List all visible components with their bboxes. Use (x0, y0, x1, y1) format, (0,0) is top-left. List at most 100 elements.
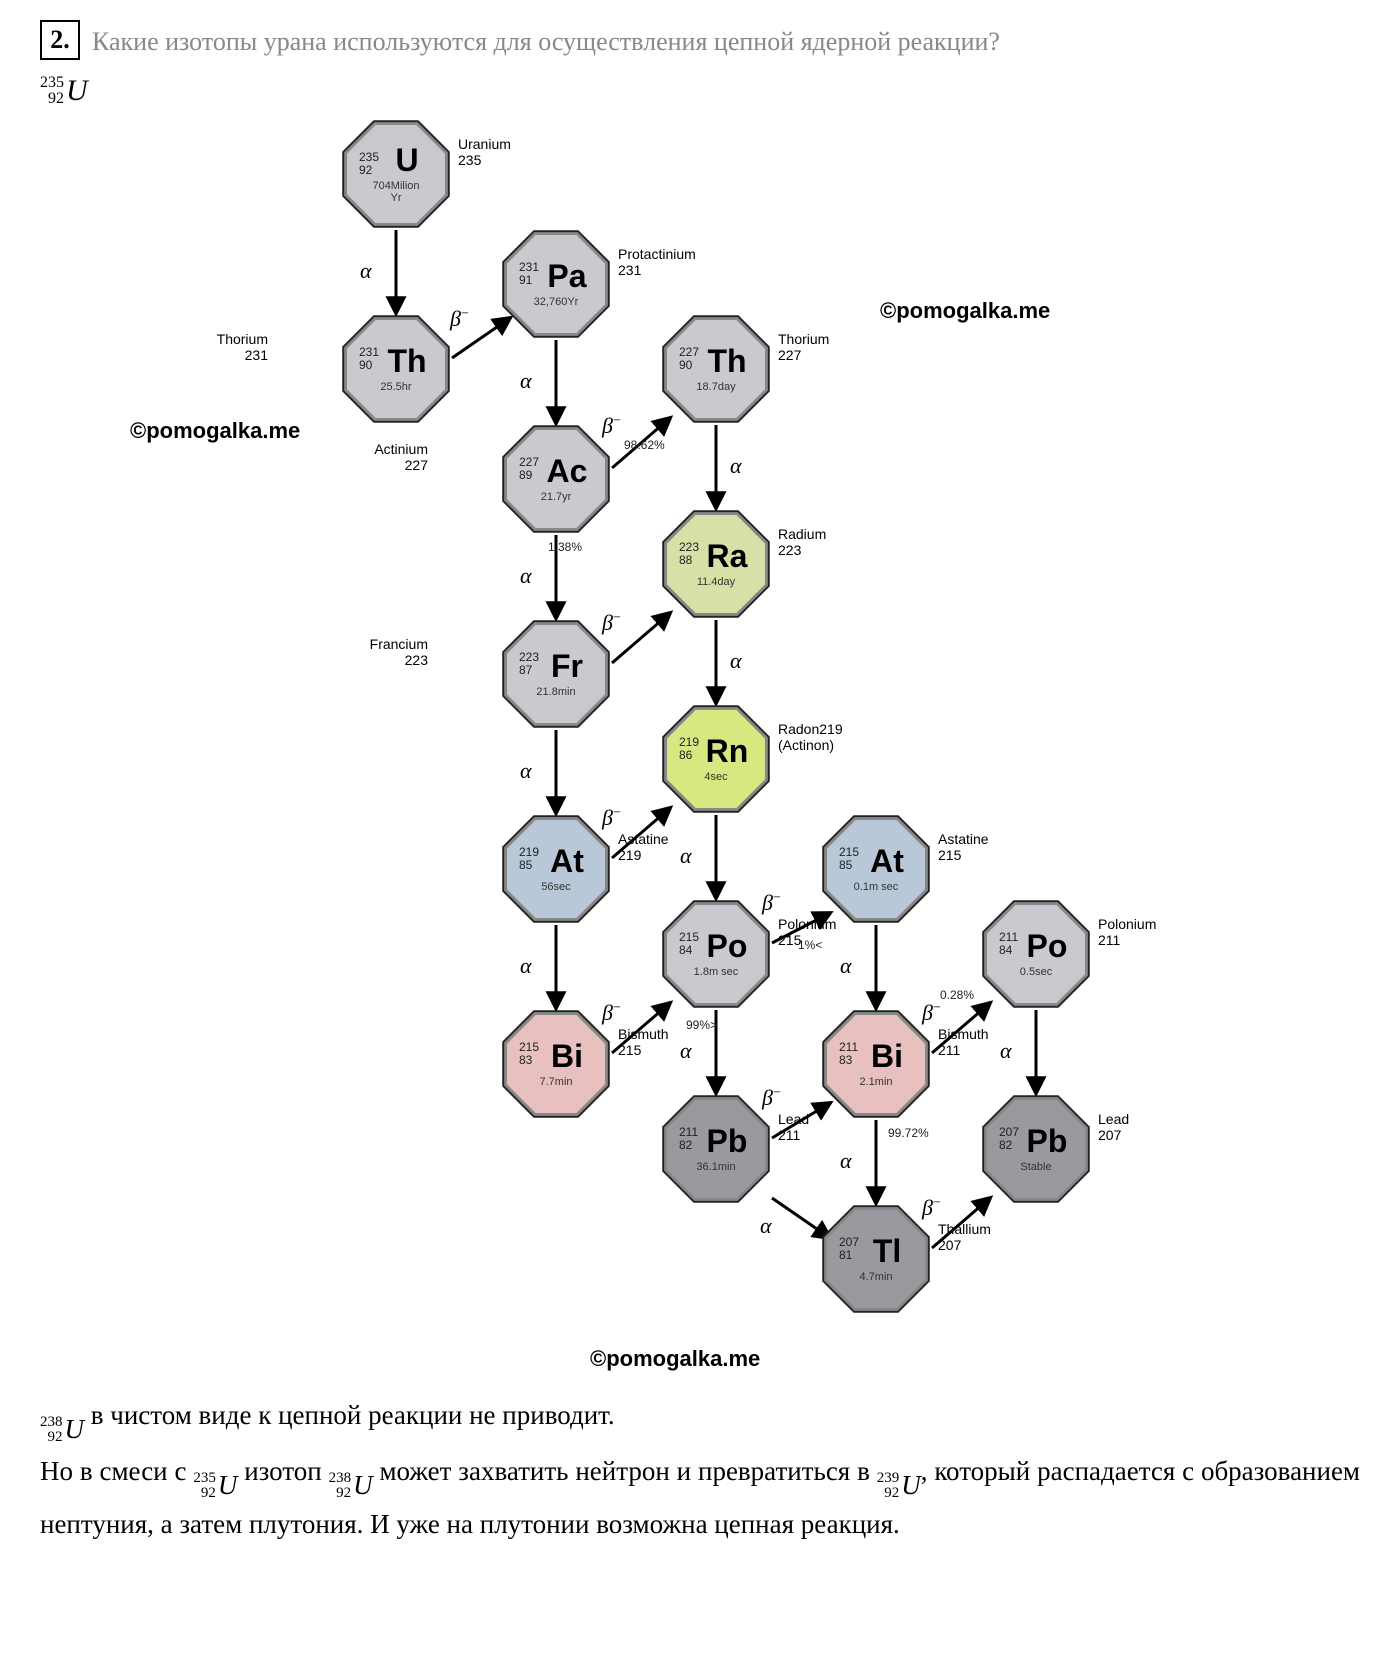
question-number: 2. (40, 20, 80, 60)
alpha-label: α (520, 953, 532, 979)
nuclide-label: Thallium207 (938, 1221, 991, 1253)
question-row: 2. Какие изотопы урана используются для … (40, 20, 1360, 60)
beta-label: β− (922, 1195, 941, 1221)
alpha-label: α (840, 1148, 852, 1174)
nuclide-numbers: 21986 (679, 736, 699, 762)
branch-percent: 99%> (686, 1018, 717, 1032)
beta-label: β− (602, 413, 621, 439)
nuclide-symbol: Po (707, 930, 748, 962)
nuclide-symbol: Pa (547, 260, 586, 292)
nuclide-symbol: At (550, 845, 584, 877)
beta-label: β− (450, 306, 469, 332)
iso-u239: 23992 U (877, 1466, 921, 1505)
iso-u238-a: 23892 U (40, 1410, 84, 1449)
nuclide-symbol: Pb (1027, 1125, 1068, 1157)
nuclide-label: Lead207 (1098, 1111, 1129, 1143)
nuclide-label: Francium223 (370, 636, 428, 668)
nuclide-label: Uranium235 (458, 136, 511, 168)
beta-label: β− (762, 890, 781, 916)
nuclide-label: Radium223 (778, 526, 826, 558)
nuclide-label: Astatine219 (618, 831, 669, 863)
nuclide-numbers: 21183 (839, 1041, 858, 1067)
beta-label: β− (602, 805, 621, 831)
alpha-label: α (680, 1038, 692, 1064)
alpha-label: α (520, 368, 532, 394)
half-life: 4.7min (859, 1271, 892, 1283)
nuclide-numbers: 23191 (519, 261, 539, 287)
nuclide-symbol: Tl (873, 1235, 901, 1267)
nuclide-label: Radon219(Actinon) (778, 721, 843, 753)
para-2: Но в смеси с 23592 U изотоп 23892 U може… (40, 1452, 1360, 1545)
nuclide-label: Polonium215 (778, 916, 836, 948)
nuclide-symbol: Pb (707, 1125, 748, 1157)
half-life: 1.8m sec (694, 966, 739, 978)
alpha-label: α (840, 953, 852, 979)
alpha-label: α (360, 258, 372, 284)
half-life: 0.1m sec (854, 881, 899, 893)
nuclide-symbol: Po (1027, 930, 1068, 962)
top-isotope: 23592 U (40, 74, 88, 108)
nuclide-label: Thorium227 (778, 331, 829, 363)
alpha-label: α (520, 758, 532, 784)
half-life: Stable (1020, 1161, 1051, 1173)
iso-u235-b: 23592 U (193, 1466, 237, 1505)
half-life: 18.7day (696, 381, 735, 393)
nuclide-numbers: 20782 (999, 1126, 1019, 1152)
alpha-label: α (1000, 1038, 1012, 1064)
nuclide-symbol: Ac (547, 455, 588, 487)
half-life: 21.7yr (541, 491, 572, 503)
para-1: 23892 U в чистом виде к цепной реакции н… (40, 1396, 1360, 1450)
decay-arrow (772, 1198, 830, 1238)
half-life: 11.4day (697, 576, 735, 588)
nuclide-numbers: 21985 (519, 846, 539, 872)
decay-chain-diagram: ©pomogalka.me©pomogalka.me©pomogalka.meα… (150, 118, 1250, 1378)
nuclide-symbol: Th (707, 345, 746, 377)
half-life: 32,760Yr (534, 296, 579, 308)
nuclide-symbol: Rn (706, 735, 749, 767)
branch-percent: 1.38% (548, 540, 582, 554)
alpha-label: α (680, 843, 692, 869)
nuclide-label: Actinium227 (374, 441, 428, 473)
explanation-text: 23892 U в чистом виде к цепной реакции н… (40, 1396, 1360, 1544)
iso-u238-b: 23892 U (329, 1466, 373, 1505)
beta-label: β− (602, 610, 621, 636)
nuclide-label: Astatine215 (938, 831, 989, 863)
beta-label: β− (762, 1085, 781, 1111)
nuclide-label: Lead211 (778, 1111, 809, 1143)
half-life: 56sec (541, 881, 570, 893)
nuclide-symbol: At (870, 845, 904, 877)
nuclide-label: Thorium231 (217, 331, 268, 363)
nuclide-numbers: 21584 (679, 931, 699, 957)
nuclide-numbers: 21182 (679, 1126, 698, 1152)
nuclide-symbol: U (395, 144, 418, 176)
question-text: Какие изотопы урана используются для осу… (92, 20, 1000, 59)
nuclide-symbol: Fr (551, 650, 583, 682)
branch-percent: 0.28% (940, 988, 974, 1002)
nuclide-numbers: 22789 (519, 456, 539, 482)
alpha-label: α (730, 648, 742, 674)
half-life: 7.7min (539, 1076, 572, 1088)
half-life: 2.1min (859, 1076, 892, 1088)
nuclide-numbers: 21585 (839, 846, 859, 872)
half-life: 21.8min (536, 686, 575, 698)
alpha-label: α (760, 1213, 772, 1239)
nuclide-numbers: 22790 (679, 346, 699, 372)
nuclide-symbol: Bi (551, 1040, 583, 1072)
half-life: 25.5hr (380, 381, 411, 393)
half-life: 36.1min (696, 1161, 735, 1173)
nuclide-numbers: 22388 (679, 541, 699, 567)
nuclide-label: Protactinium231 (618, 246, 696, 278)
nuclide-label: Bismuth211 (938, 1026, 989, 1058)
nuclide-numbers: 20781 (839, 1236, 859, 1262)
beta-label: β− (602, 1000, 621, 1026)
nuclide-symbol: Bi (871, 1040, 903, 1072)
nuclide-label: Polonium211 (1098, 916, 1156, 948)
branch-percent: 98.62% (624, 438, 665, 452)
beta-label: β− (922, 1000, 941, 1026)
branch-percent: 99.72% (888, 1126, 929, 1140)
alpha-label: α (730, 453, 742, 479)
nuclide-numbers: 22387 (519, 651, 539, 677)
nuclide-numbers: 23190 (359, 346, 379, 372)
nuclide-symbol: Ra (707, 540, 748, 572)
alpha-label: α (520, 563, 532, 589)
